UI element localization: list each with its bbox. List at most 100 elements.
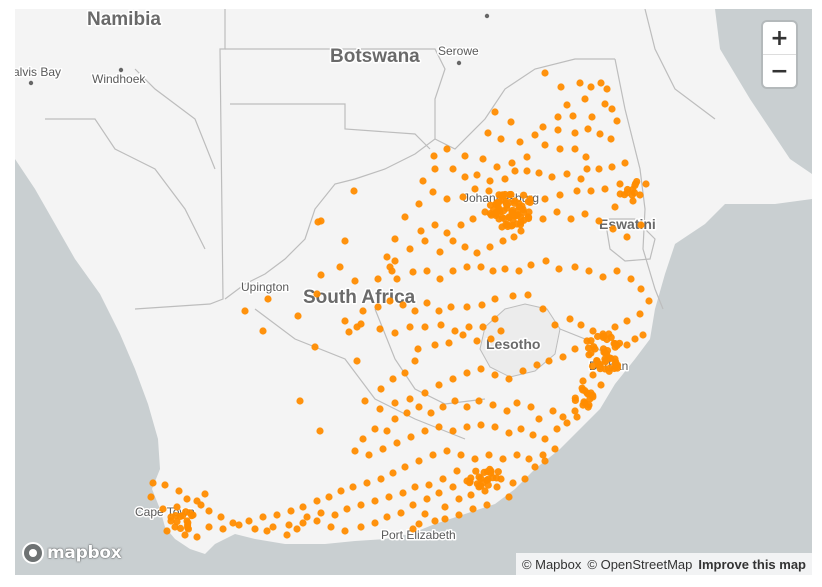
location-marker[interactable] <box>313 517 321 525</box>
location-marker[interactable] <box>524 198 532 206</box>
location-marker[interactable] <box>263 527 271 535</box>
map-canvas[interactable]: Namibia Botswana South Africa Lesotho Es… <box>15 9 812 575</box>
location-marker[interactable] <box>299 519 307 527</box>
location-marker[interactable] <box>147 493 155 501</box>
location-marker[interactable] <box>594 332 602 341</box>
location-marker[interactable] <box>491 315 499 323</box>
location-marker[interactable] <box>613 267 621 275</box>
location-marker[interactable] <box>509 206 517 214</box>
location-marker[interactable] <box>623 185 632 194</box>
location-marker[interactable] <box>316 427 324 435</box>
location-marker[interactable] <box>406 245 414 253</box>
location-marker[interactable] <box>489 401 497 409</box>
location-marker[interactable] <box>374 275 382 283</box>
location-marker[interactable] <box>269 523 277 531</box>
location-marker[interactable] <box>317 217 325 225</box>
location-marker[interactable] <box>608 105 616 113</box>
location-marker[interactable] <box>473 480 481 488</box>
location-marker[interactable] <box>235 521 243 529</box>
location-marker[interactable] <box>423 267 431 275</box>
location-marker[interactable] <box>161 481 169 489</box>
location-marker[interactable] <box>623 341 631 349</box>
location-marker[interactable] <box>585 267 593 275</box>
location-marker[interactable] <box>505 493 513 501</box>
location-marker[interactable] <box>509 292 517 300</box>
location-marker[interactable] <box>343 505 351 513</box>
location-marker[interactable] <box>429 188 437 196</box>
location-marker[interactable] <box>539 305 547 313</box>
location-marker[interactable] <box>449 483 457 491</box>
location-marker[interactable] <box>571 145 579 153</box>
location-marker[interactable] <box>645 297 653 305</box>
location-marker[interactable] <box>527 403 535 411</box>
location-marker[interactable] <box>508 221 517 229</box>
location-marker[interactable] <box>613 117 621 125</box>
location-marker[interactable] <box>431 221 439 229</box>
location-marker[interactable] <box>486 465 494 473</box>
location-marker[interactable] <box>576 79 584 87</box>
location-marker[interactable] <box>436 248 444 256</box>
location-marker[interactable] <box>457 221 465 229</box>
location-marker[interactable] <box>175 487 183 495</box>
location-marker[interactable] <box>365 451 373 459</box>
location-marker[interactable] <box>205 523 213 531</box>
location-marker[interactable] <box>188 512 196 520</box>
improve-map-link[interactable]: Improve this map <box>698 556 806 572</box>
location-marker[interactable] <box>489 267 497 275</box>
location-marker[interactable] <box>331 511 339 519</box>
location-marker[interactable] <box>401 463 409 471</box>
zoom-in-button[interactable]: + <box>770 25 789 51</box>
location-marker[interactable] <box>435 381 443 389</box>
location-marker[interactable] <box>421 237 429 245</box>
location-marker[interactable] <box>407 433 415 441</box>
location-marker[interactable] <box>473 249 481 257</box>
location-marker[interactable] <box>579 377 587 385</box>
location-marker[interactable] <box>409 268 417 276</box>
location-marker[interactable] <box>555 265 563 273</box>
location-marker[interactable] <box>399 301 407 309</box>
location-marker[interactable] <box>337 487 345 495</box>
location-marker[interactable] <box>501 190 509 199</box>
location-marker[interactable] <box>431 517 439 525</box>
location-marker[interactable] <box>163 527 171 535</box>
location-marker[interactable] <box>505 429 513 437</box>
location-marker[interactable] <box>494 468 502 476</box>
location-marker[interactable] <box>374 303 382 311</box>
location-marker[interactable] <box>325 493 333 501</box>
location-marker[interactable] <box>183 495 191 503</box>
location-marker[interactable] <box>589 371 597 379</box>
location-marker[interactable] <box>628 191 636 199</box>
location-marker[interactable] <box>176 512 184 520</box>
location-marker[interactable] <box>497 327 505 335</box>
location-marker[interactable] <box>421 389 429 397</box>
location-marker[interactable] <box>484 129 492 137</box>
location-marker[interactable] <box>583 165 591 173</box>
location-marker[interactable] <box>425 481 433 489</box>
location-marker[interactable] <box>403 409 411 417</box>
location-marker[interactable] <box>573 413 581 421</box>
location-marker[interactable] <box>477 474 485 483</box>
location-marker[interactable] <box>533 361 541 369</box>
location-marker[interactable] <box>531 131 539 139</box>
location-marker[interactable] <box>486 201 495 209</box>
location-marker[interactable] <box>463 369 471 377</box>
location-marker[interactable] <box>423 299 431 307</box>
location-marker[interactable] <box>349 483 357 491</box>
location-marker[interactable] <box>493 199 501 207</box>
location-marker[interactable] <box>219 525 227 533</box>
location-marker[interactable] <box>541 435 549 443</box>
location-marker[interactable] <box>596 365 604 373</box>
location-marker[interactable] <box>479 155 487 163</box>
location-marker[interactable] <box>345 328 353 336</box>
location-marker[interactable] <box>421 427 429 435</box>
location-marker[interactable] <box>350 187 358 195</box>
location-marker[interactable] <box>388 267 396 275</box>
location-marker[interactable] <box>610 364 618 373</box>
location-marker[interactable] <box>539 123 547 131</box>
location-marker[interactable] <box>311 343 319 351</box>
location-marker[interactable] <box>493 163 501 171</box>
location-marker[interactable] <box>631 335 639 343</box>
location-marker[interactable] <box>551 445 559 453</box>
location-marker[interactable] <box>173 503 181 511</box>
location-marker[interactable] <box>385 493 393 501</box>
